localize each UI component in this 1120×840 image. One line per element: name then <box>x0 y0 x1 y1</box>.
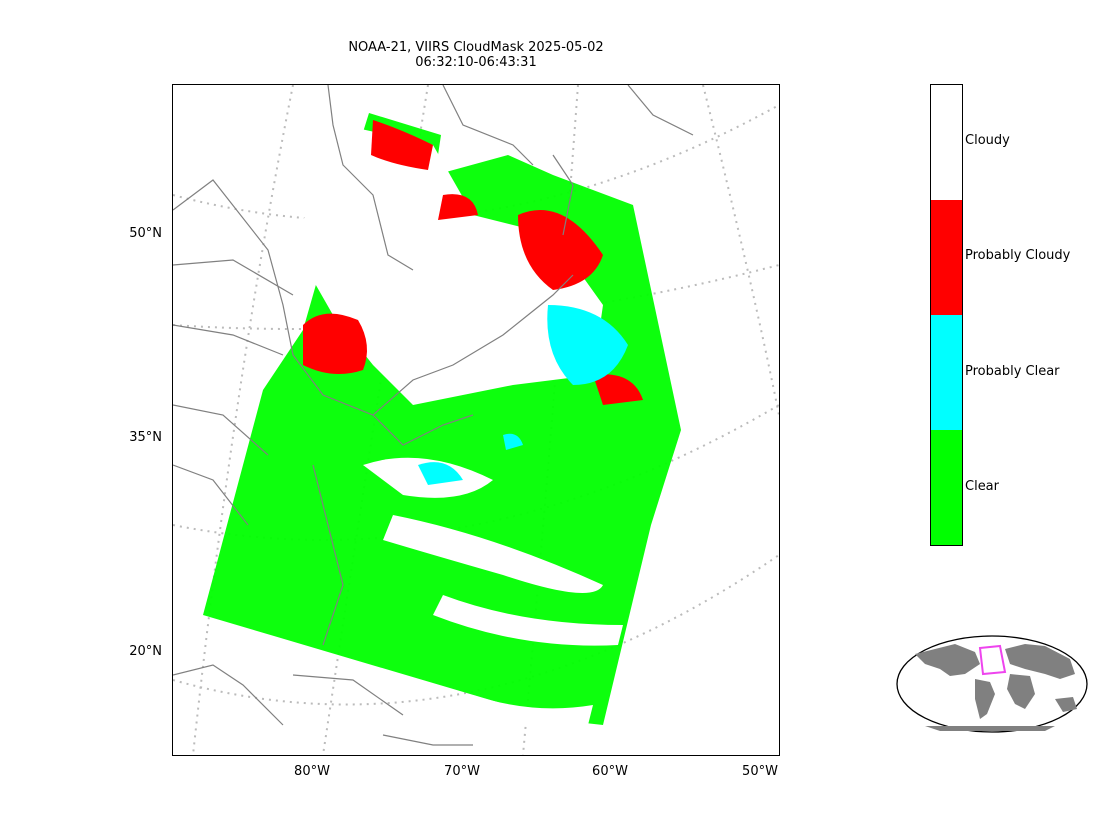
title-line-2: 06:32:10-06:43:31 <box>415 55 537 70</box>
colorbar-label-probably-clear: Probably Clear <box>965 364 1060 379</box>
lat-label-35n: 35°N <box>129 430 162 445</box>
swath-probably-clear <box>418 305 628 485</box>
colorbar <box>930 84 963 546</box>
inset-canvas <box>896 635 1088 733</box>
inset-land <box>915 644 1077 731</box>
lon-label-70w: 70°W <box>444 764 480 779</box>
swath-cloudy <box>293 125 623 725</box>
colorbar-label-cloudy: Cloudy <box>965 133 1010 148</box>
lon-label-50w: 50°W <box>742 764 778 779</box>
colorbar-segment-probably-clear <box>931 315 962 430</box>
colorbar-segment-cloudy <box>931 85 962 200</box>
colorbar-segment-clear <box>931 430 962 545</box>
colorbar-segment-probably-cloudy <box>931 200 962 315</box>
lat-label-50n: 50°N <box>129 226 162 241</box>
title-line-1: NOAA-21, VIIRS CloudMask 2025-05-02 <box>348 40 604 55</box>
inset-domain-box <box>978 644 1007 676</box>
lat-label-20n: 20°N <box>129 644 162 659</box>
map-title: NOAA-21, VIIRS CloudMask 2025-05-02 06:3… <box>172 40 780 70</box>
inset-globe-map <box>895 634 1089 734</box>
lon-label-80w: 80°W <box>294 764 330 779</box>
map-canvas <box>173 85 779 755</box>
coastlines <box>173 85 694 746</box>
main-map <box>172 84 780 756</box>
colorbar-label-probably-cloudy: Probably Cloudy <box>965 248 1071 263</box>
swath-probably-cloudy <box>303 120 643 405</box>
lon-label-60w: 60°W <box>592 764 628 779</box>
colorbar-label-clear: Clear <box>965 479 999 494</box>
